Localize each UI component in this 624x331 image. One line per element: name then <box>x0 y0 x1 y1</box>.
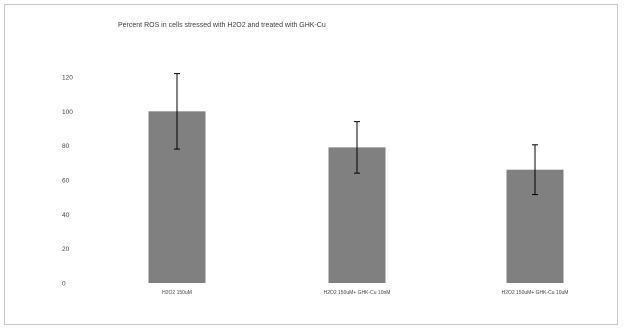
error-bars <box>174 73 538 196</box>
error-bar <box>532 144 538 196</box>
y-axis-ticks: 0 20 40 60 80 100 120 <box>62 75 73 288</box>
y-tick-label: 80 <box>62 143 70 150</box>
y-tick-label: 120 <box>62 75 73 82</box>
bars <box>148 111 564 283</box>
x-category-label: H2O2 150uM+ GHK-Cu 10uM <box>502 290 569 296</box>
x-axis-labels: H2O2 150uM H2O2 150uM+ GHK-Cu 10nM H2O2 15… <box>162 290 568 296</box>
x-category-label: H2O2 150uM+ GHK-Cu 10nM <box>324 290 391 296</box>
error-bar <box>174 73 180 150</box>
y-tick-label: 20 <box>62 246 70 253</box>
y-tick-label: 0 <box>62 281 66 288</box>
x-category-label: H2O2 150uM <box>162 290 192 296</box>
chart-title: Percent ROS in cells stressed with H2O2 … <box>118 22 326 29</box>
error-bar <box>354 121 360 174</box>
y-tick-label: 100 <box>62 109 73 116</box>
y-tick-label: 60 <box>62 178 70 185</box>
y-tick-label: 40 <box>62 212 70 219</box>
chart-frame <box>4 4 618 325</box>
